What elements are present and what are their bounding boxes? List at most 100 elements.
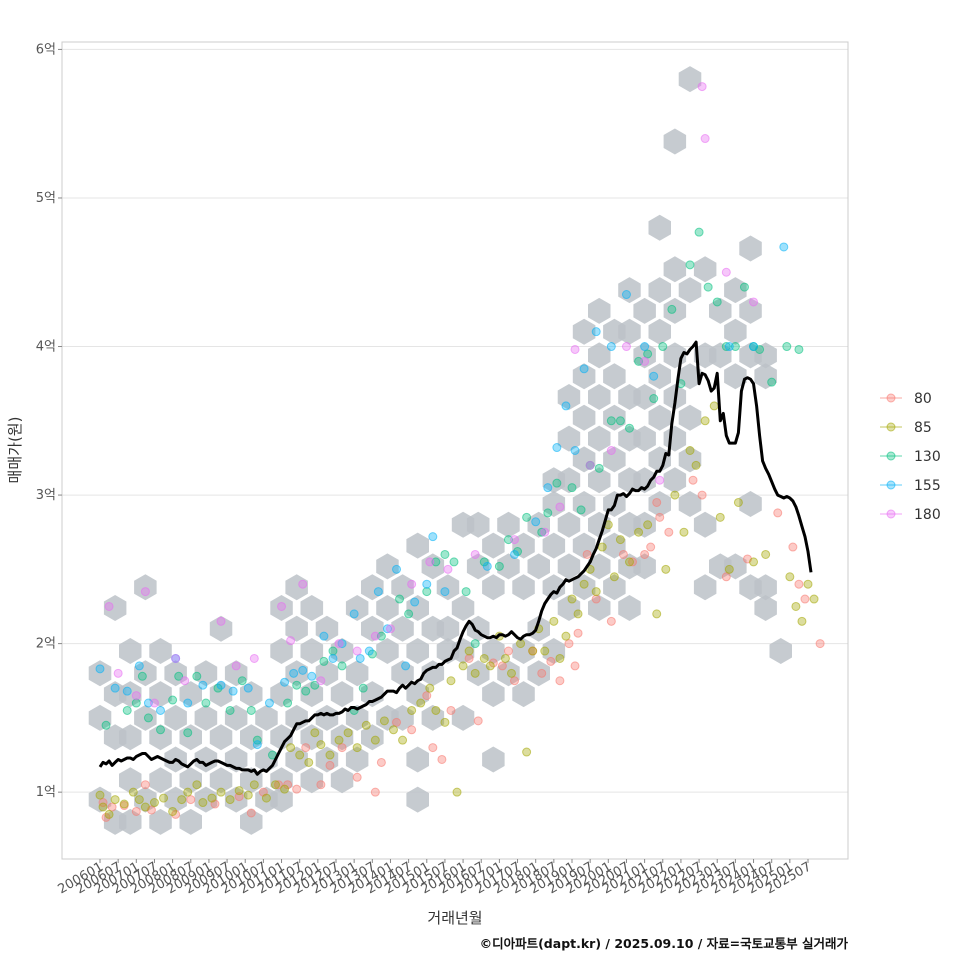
data-point-180: [510, 535, 520, 545]
data-point-80: [446, 705, 456, 715]
legend-label-155: 155: [914, 478, 941, 494]
hexbin-cell: [572, 532, 596, 559]
hexbin-cell: [300, 595, 324, 621]
data-point-130: [658, 342, 668, 352]
data-point-155: [183, 698, 193, 708]
data-point-155: [606, 342, 616, 352]
data-point-85: [310, 728, 320, 738]
hexbin-cell: [724, 318, 747, 345]
hexbin-cell: [315, 746, 339, 773]
data-point-85: [561, 631, 571, 641]
data-point-180: [570, 344, 580, 354]
data-point-130: [404, 609, 414, 619]
data-point-85: [528, 646, 538, 656]
data-point-80: [788, 542, 798, 552]
data-point-180: [231, 661, 241, 671]
hexbin-cell: [769, 638, 792, 664]
data-point-85: [183, 787, 193, 797]
hexbin-cell: [572, 491, 596, 517]
plot-panel-border: [61, 41, 849, 860]
data-point-80: [392, 717, 402, 727]
hexbin-cell: [315, 615, 339, 642]
hexbin-cell: [557, 384, 581, 410]
data-point-80: [283, 780, 293, 790]
hexbin-cell: [209, 767, 233, 794]
data-point-85: [280, 784, 290, 794]
hexbin-cell: [361, 615, 384, 642]
data-point-155: [95, 664, 105, 674]
data-point-180: [298, 579, 308, 589]
data-point-85: [761, 549, 771, 559]
hexbin-cell: [693, 574, 717, 601]
scatter-points: [95, 82, 825, 822]
hexbin-cell: [149, 767, 172, 794]
hexbin-cell: [557, 553, 581, 580]
hexbin-cell: [603, 363, 626, 390]
data-point-130: [461, 587, 471, 597]
data-point-155: [531, 517, 541, 527]
data-point-130: [137, 671, 147, 681]
data-point-155: [298, 665, 308, 675]
data-point-155: [134, 661, 144, 671]
data-point-85: [343, 728, 353, 738]
data-point-80: [376, 757, 386, 767]
hexbin-cell: [512, 574, 535, 601]
data-point-180: [640, 356, 650, 366]
y-tick-label: 3억: [36, 488, 56, 503]
data-point-130: [440, 549, 450, 559]
data-point-85: [234, 786, 244, 796]
data-point-180: [171, 653, 181, 663]
data-point-130: [522, 512, 532, 522]
data-point-155: [779, 242, 789, 252]
hexbin-cell: [739, 235, 762, 262]
data-point-80: [794, 579, 804, 589]
data-point-85: [685, 446, 695, 455]
data-point-85: [431, 705, 441, 715]
data-point-85: [670, 490, 680, 500]
data-point-80: [664, 527, 674, 537]
data-point-80: [815, 639, 825, 649]
hexbin-cell: [633, 297, 656, 324]
data-point-155: [264, 698, 274, 708]
data-point-80: [464, 653, 474, 663]
data-point-80: [140, 780, 150, 790]
hexbin-cell: [648, 491, 671, 517]
hexbin-cell: [209, 724, 233, 751]
hexbin-cell: [709, 297, 732, 324]
data-point-155: [364, 646, 374, 656]
data-point-130: [449, 557, 459, 567]
hexbin-cell: [406, 746, 429, 773]
hexbin-cell: [421, 553, 445, 580]
data-point-155: [373, 587, 383, 597]
data-point-130: [143, 713, 153, 723]
data-point-85: [198, 798, 208, 808]
hexbin-cell: [603, 574, 626, 601]
data-point-130: [694, 227, 704, 237]
hexbin-cell: [527, 660, 550, 687]
data-point-85: [506, 668, 516, 678]
data-point-85: [591, 587, 601, 597]
hexbin-cell: [754, 363, 777, 390]
hexbin-cell: [678, 66, 702, 93]
hexbin-cell: [557, 511, 581, 538]
hexbin-cell: [724, 277, 747, 304]
data-point-85: [425, 683, 435, 693]
data-point-80: [564, 639, 574, 649]
hexbin-cell: [572, 574, 596, 601]
data-point-85: [785, 572, 795, 582]
hexbin-cell: [482, 532, 505, 559]
y-tick-label: 1억: [36, 785, 56, 800]
data-point-80: [721, 572, 731, 582]
data-point-130: [122, 705, 132, 715]
data-point-130: [721, 342, 731, 352]
data-point-130: [643, 349, 653, 359]
data-point-180: [697, 82, 707, 92]
hexbin-cell: [466, 511, 490, 538]
hexbin-cell: [436, 574, 460, 601]
data-point-80: [352, 772, 362, 782]
data-point-85: [207, 793, 217, 803]
legend-key-point: [886, 451, 896, 461]
data-point-155: [355, 653, 365, 663]
data-point-155: [110, 683, 120, 693]
